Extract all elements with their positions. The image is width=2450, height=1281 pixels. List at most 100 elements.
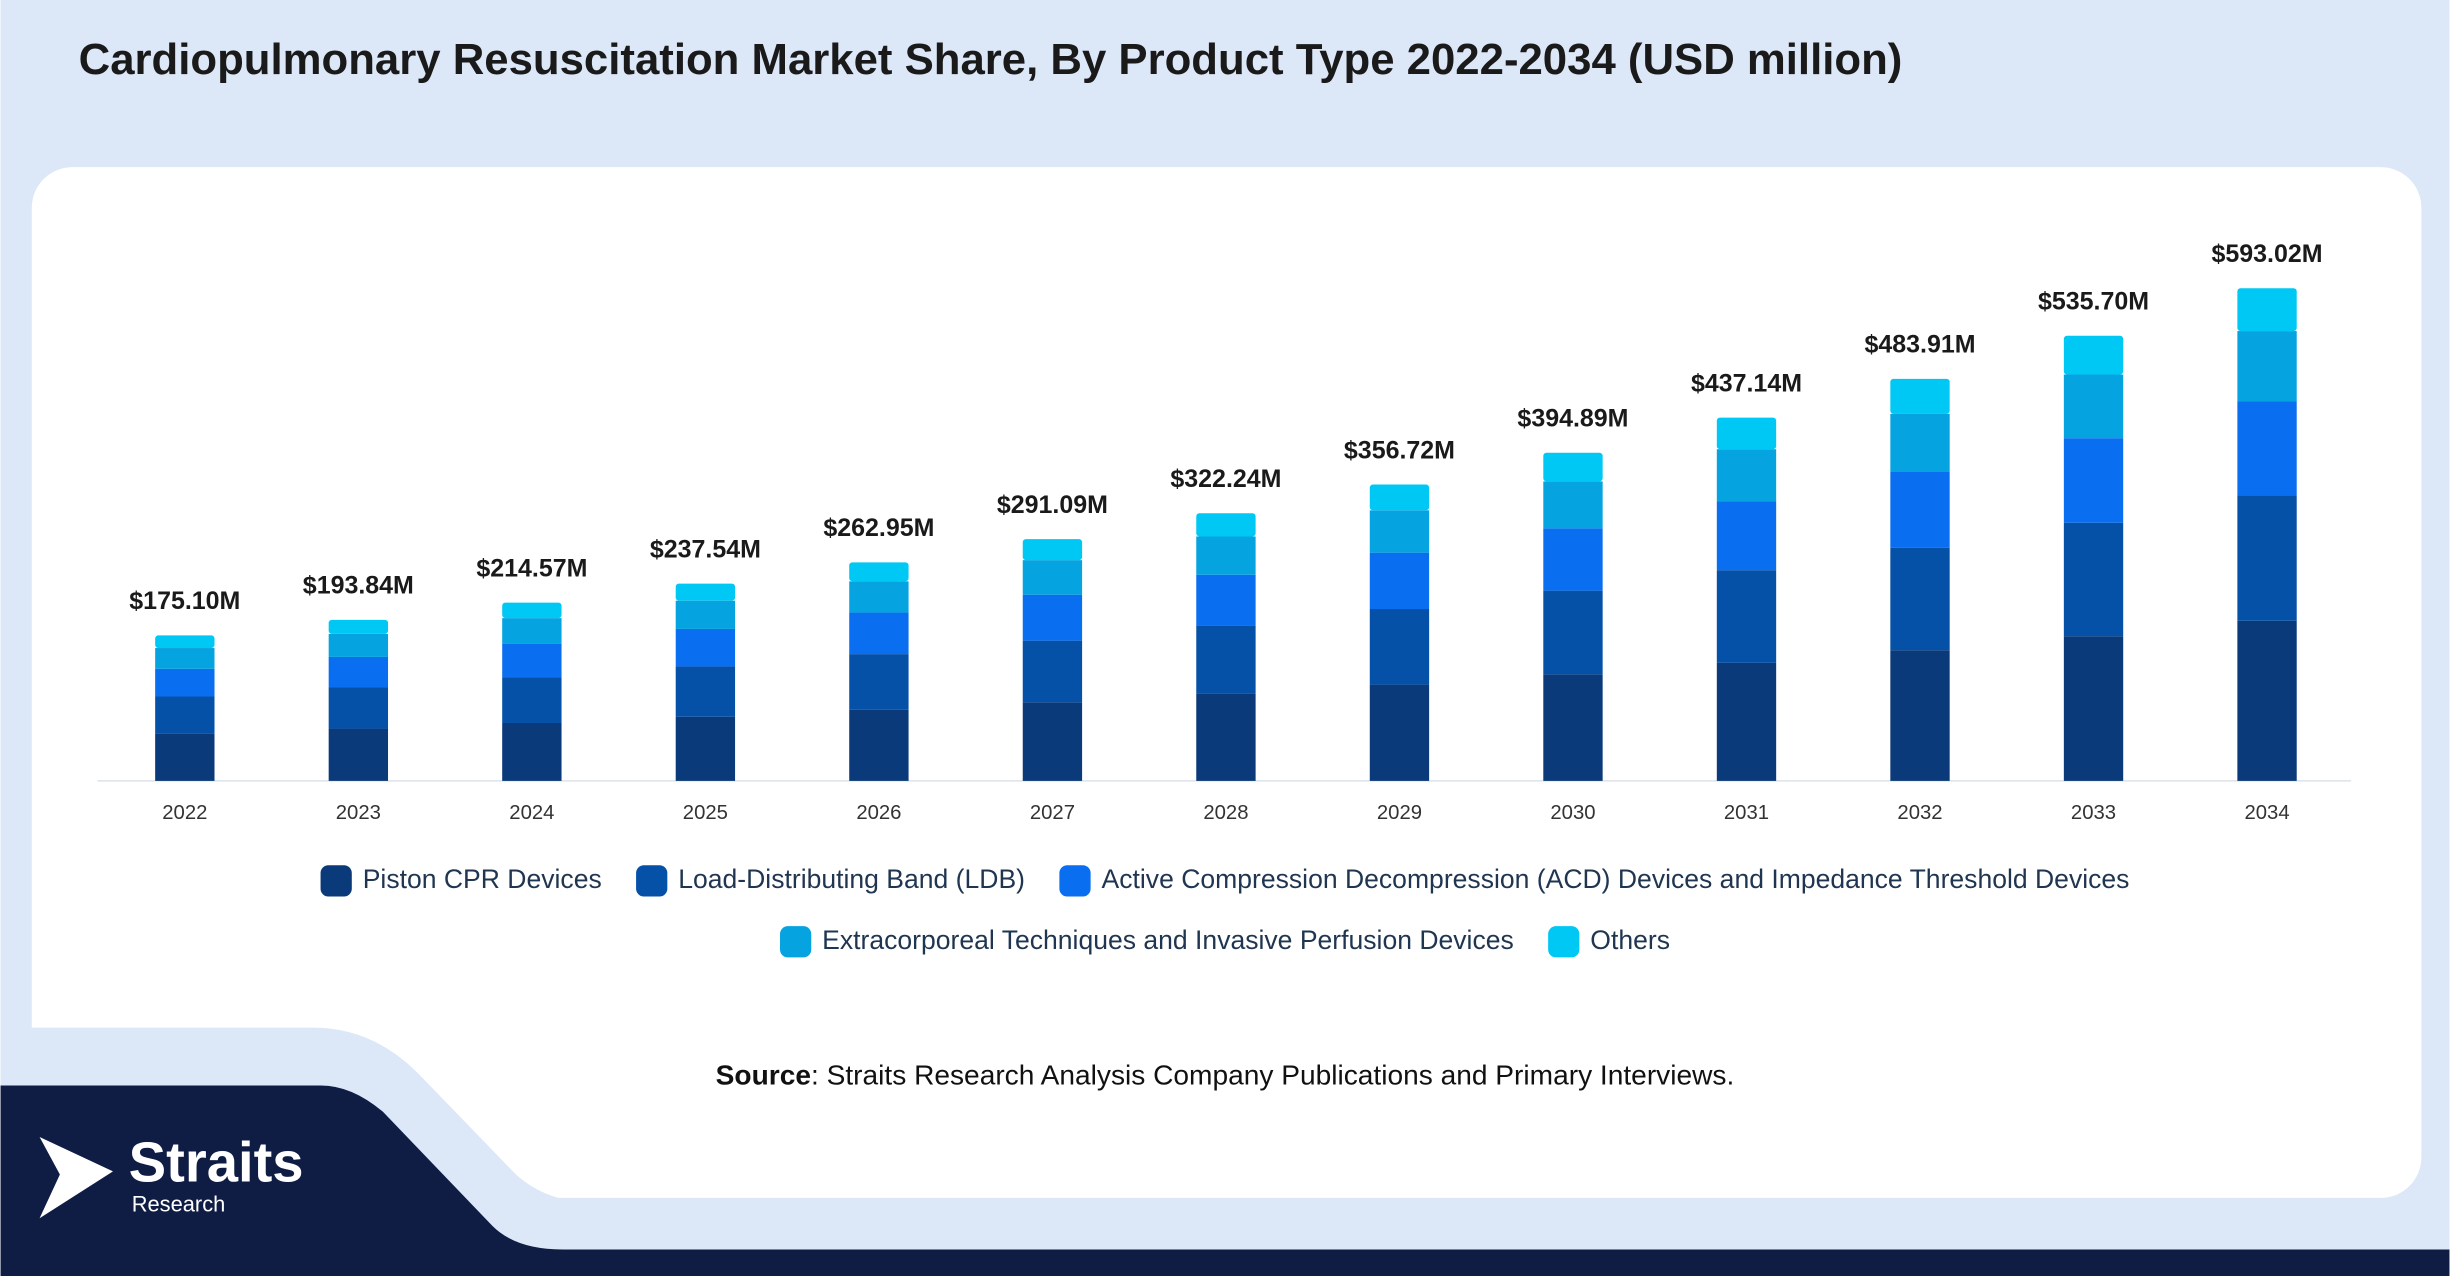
bar-segment bbox=[1022, 594, 1083, 641]
footer-band bbox=[0, 1085, 2450, 1276]
bar-segment bbox=[1196, 574, 1256, 626]
bar-segment bbox=[328, 687, 389, 729]
total-label: $322.24M bbox=[1170, 465, 1281, 493]
x-tick-label: 2028 bbox=[1203, 802, 1248, 824]
bar-segment bbox=[1716, 501, 1777, 571]
x-tick-label: 2030 bbox=[1550, 802, 1595, 824]
bar-segment bbox=[1369, 608, 1430, 685]
bar-segment bbox=[502, 643, 562, 678]
bar-segment bbox=[1716, 662, 1777, 781]
bar-segment bbox=[1890, 378, 1950, 414]
total-label: $214.57M bbox=[476, 554, 587, 582]
x-tick-label: 2033 bbox=[2071, 802, 2116, 824]
source-label: Source bbox=[716, 1060, 811, 1091]
legend-swatch bbox=[1059, 865, 1091, 897]
bar-segment bbox=[155, 733, 215, 781]
source-text: : Straits Research Analysis Company Publ… bbox=[811, 1060, 1734, 1091]
bar-segment bbox=[675, 583, 736, 601]
bar-segment bbox=[155, 635, 215, 649]
legend-swatch bbox=[780, 926, 812, 958]
logo-name: Straits bbox=[129, 1131, 304, 1194]
chart-title: Cardiopulmonary Resuscitation Market Sha… bbox=[79, 35, 1903, 84]
bar-segment bbox=[2063, 335, 2124, 375]
x-tick-label: 2031 bbox=[1724, 802, 1769, 824]
bar-segment bbox=[502, 602, 562, 619]
bar-segment bbox=[328, 619, 389, 634]
bar-segment bbox=[2237, 401, 2297, 496]
legend-label: Others bbox=[1590, 925, 1670, 955]
bar-segment bbox=[849, 612, 909, 655]
total-label: $262.95M bbox=[823, 514, 934, 542]
bar-segment bbox=[155, 696, 215, 734]
bar-segment bbox=[2237, 288, 2297, 332]
bar-segment bbox=[849, 562, 909, 582]
logo-mark bbox=[39, 1136, 113, 1219]
total-label: $394.89M bbox=[1517, 405, 1628, 433]
legend-swatch bbox=[636, 865, 668, 897]
bar-segment bbox=[1890, 413, 1950, 472]
bar-segment bbox=[1196, 693, 1256, 781]
bar-segment bbox=[1543, 452, 1603, 482]
bar-segment bbox=[849, 581, 909, 613]
bar-segment bbox=[502, 722, 562, 781]
x-tick-label: 2022 bbox=[162, 802, 207, 824]
x-tick-label: 2026 bbox=[856, 802, 901, 824]
bar-segment bbox=[1890, 471, 1950, 548]
bar-segment bbox=[1022, 702, 1083, 781]
bar-segment bbox=[1369, 510, 1430, 553]
bar-segment bbox=[2237, 495, 2297, 621]
bar-segment bbox=[1196, 625, 1256, 694]
bar-segment bbox=[1196, 513, 1256, 537]
x-tick-label: 2032 bbox=[1897, 802, 1942, 824]
logo-sub: Research bbox=[132, 1191, 226, 1216]
bar-segment bbox=[675, 716, 736, 781]
total-label: $193.84M bbox=[303, 572, 414, 600]
total-label: $483.91M bbox=[1864, 331, 1975, 359]
bar-segment bbox=[1022, 560, 1083, 595]
bar-segment bbox=[1543, 674, 1603, 781]
bar-segment bbox=[1890, 547, 1950, 651]
total-label: $535.70M bbox=[2038, 288, 2149, 316]
bar-segment bbox=[675, 666, 736, 717]
bar-segment bbox=[1716, 570, 1777, 663]
bar-segment bbox=[849, 654, 909, 710]
bar-segment bbox=[1543, 590, 1603, 675]
bar-segment bbox=[2237, 331, 2297, 402]
bar-segment bbox=[1716, 417, 1777, 450]
bar-segment bbox=[328, 633, 389, 657]
legend-label: Piston CPR Devices bbox=[363, 864, 602, 894]
bar-segment bbox=[675, 628, 736, 667]
x-tick-label: 2029 bbox=[1377, 802, 1422, 824]
bar-segment bbox=[1022, 640, 1083, 703]
bar-segment bbox=[2063, 636, 2124, 781]
bar-segment bbox=[1890, 650, 1950, 781]
bar-segment bbox=[155, 668, 215, 697]
x-tick-label: 2023 bbox=[336, 802, 381, 824]
bar-segment bbox=[328, 728, 389, 781]
bar-segment bbox=[502, 618, 562, 644]
total-label: $593.02M bbox=[2212, 240, 2323, 268]
x-tick-label: 2027 bbox=[1030, 802, 1075, 824]
bar-segment bbox=[1369, 484, 1430, 511]
bar-segment bbox=[1543, 481, 1603, 529]
bar-segment bbox=[2063, 438, 2124, 523]
bar-segment bbox=[1369, 684, 1430, 781]
bar-segment bbox=[328, 656, 389, 688]
bar-segment bbox=[1022, 539, 1083, 561]
x-tick-label: 2025 bbox=[683, 802, 728, 824]
bar-segment bbox=[2237, 620, 2297, 781]
legend-swatch bbox=[1548, 926, 1580, 958]
bar-segment bbox=[1543, 528, 1603, 591]
legend-label: Extracorporeal Techniques and Invasive P… bbox=[822, 925, 1514, 955]
total-label: $356.72M bbox=[1344, 436, 1455, 464]
bar-segment bbox=[849, 709, 909, 781]
total-label: $437.14M bbox=[1691, 369, 1802, 397]
bar-segment bbox=[675, 600, 736, 629]
total-label: $291.09M bbox=[997, 491, 1108, 519]
bar-segment bbox=[2063, 522, 2124, 637]
card-notch bbox=[0, 1027, 2450, 1276]
bar-segment bbox=[1369, 552, 1430, 609]
bar-segment bbox=[155, 648, 215, 669]
